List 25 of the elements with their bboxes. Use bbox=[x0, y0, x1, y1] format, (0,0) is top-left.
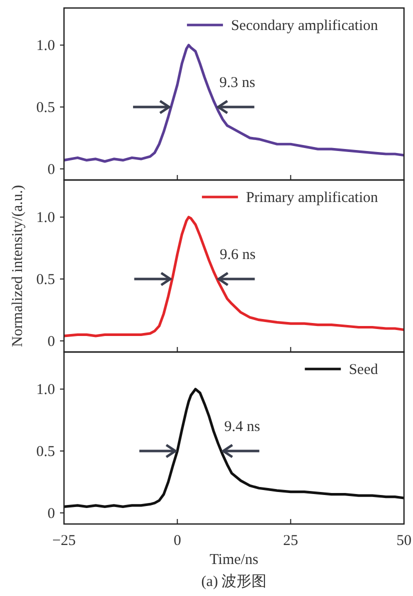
x-tick-label: 25 bbox=[283, 533, 298, 549]
y-axis-title: Normalized intensity/(a.u.) bbox=[10, 184, 26, 348]
legend-label: Primary amplification bbox=[246, 190, 378, 206]
line-series bbox=[62, 216, 406, 338]
line-series bbox=[62, 44, 406, 163]
y-tick-label: 0.5 bbox=[36, 444, 55, 460]
y-tick-label: 1.0 bbox=[36, 382, 55, 398]
y-tick-label: 1.0 bbox=[36, 38, 55, 54]
annotation: 9.4 ns bbox=[224, 418, 260, 435]
y-tick-label: 1.0 bbox=[36, 210, 55, 226]
y-tick-label: 0.5 bbox=[36, 100, 55, 116]
x-tick-label: −25 bbox=[52, 533, 76, 549]
y-tick-label: 0 bbox=[48, 506, 55, 522]
text: (a) 波形图 bbox=[201, 573, 267, 590]
legend-label: Secondary amplification bbox=[230, 18, 378, 34]
annotation: 9.6 ns bbox=[220, 246, 256, 263]
x-axis-title: Time/ns bbox=[210, 552, 258, 568]
y-tick-label: 0.5 bbox=[36, 272, 55, 288]
x-tick-label: 50 bbox=[396, 533, 412, 549]
line-series bbox=[62, 388, 406, 508]
x-tick-label: 0 bbox=[174, 533, 182, 549]
legend-label: Seed bbox=[348, 362, 378, 378]
annotation: 9.3 ns bbox=[219, 74, 256, 91]
y-tick-label: 0 bbox=[48, 334, 55, 350]
y-tick-label: 0 bbox=[48, 162, 55, 178]
